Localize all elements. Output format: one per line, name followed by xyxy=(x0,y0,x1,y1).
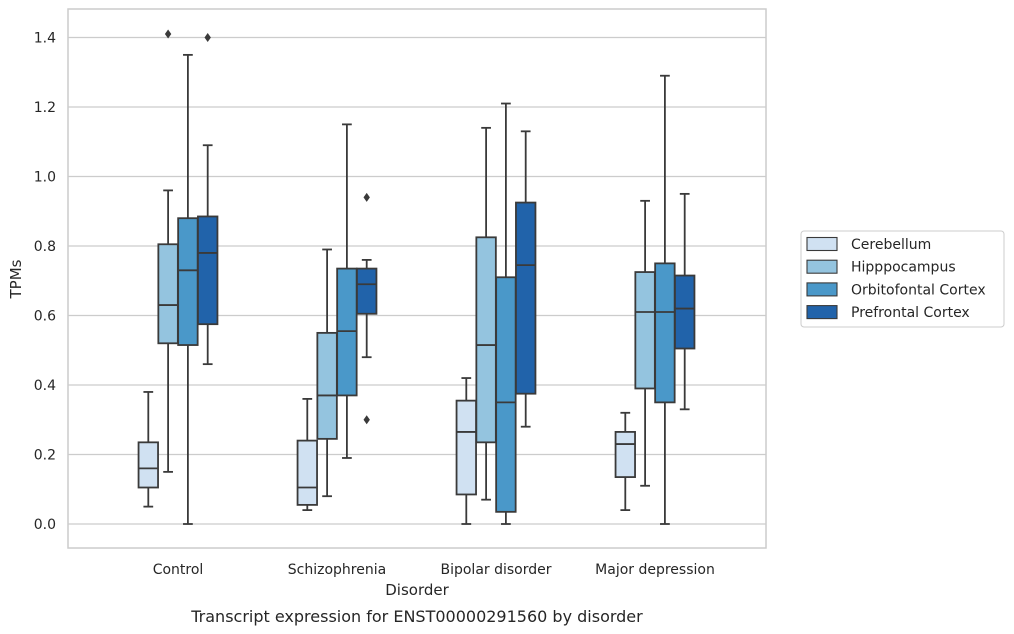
legend-label: Hipppocampus xyxy=(851,260,956,276)
box xyxy=(614,431,636,478)
box xyxy=(316,331,338,440)
outlier-point xyxy=(164,29,172,39)
box-0-0 xyxy=(137,391,159,508)
box xyxy=(137,441,159,489)
legend-label: Orbitofontal Cortex xyxy=(851,282,986,298)
boxes-layer xyxy=(137,29,696,525)
x-tick-labels: Control Schizophrenia Bipolar disorder Majo… xyxy=(153,562,715,578)
legend-swatch xyxy=(806,259,838,274)
box-0-3 xyxy=(197,33,219,366)
box-1-2 xyxy=(336,123,358,459)
y-tick-label: 0.8 xyxy=(34,239,56,255)
y-tick-label: 0.2 xyxy=(34,448,56,464)
box-3-1 xyxy=(634,199,656,487)
legend-frame xyxy=(800,230,1005,328)
y-tick-labels: 0.0 0.2 0.4 0.6 0.8 1.0 1.2 1.4 xyxy=(34,31,56,534)
x-tick-label: Bipolar disorder xyxy=(440,562,551,578)
y-tick-label: 0.0 xyxy=(34,517,56,533)
legend-label: Cerebellum xyxy=(851,237,931,253)
box-2-3 xyxy=(515,130,537,428)
legend-items: Cerebellum Hipppocampus Orbitofontal Corte… xyxy=(806,236,986,321)
box xyxy=(654,262,676,404)
box-2-0 xyxy=(455,377,477,525)
box-3-0 xyxy=(614,411,636,512)
outlier-point xyxy=(363,192,370,202)
y-tick-label: 1.0 xyxy=(34,170,56,186)
x-tick-label: Major depression xyxy=(595,562,715,578)
legend-swatch xyxy=(806,236,838,252)
legend-swatch xyxy=(806,282,838,297)
chart-caption: Transcript expression for ENST0000029156… xyxy=(190,607,643,626)
box xyxy=(455,399,477,496)
y-axis-label: TPMs xyxy=(7,259,25,299)
plot-frame xyxy=(67,8,767,549)
box-2-2 xyxy=(495,102,517,525)
y-tick-label: 1.2 xyxy=(34,100,56,116)
box-3-3 xyxy=(674,192,696,411)
box-3-2 xyxy=(654,74,676,525)
box-2-1 xyxy=(475,126,497,501)
box xyxy=(515,201,537,395)
y-tick-label: 0.6 xyxy=(34,309,56,325)
legend-swatch xyxy=(806,305,838,320)
box xyxy=(356,267,378,315)
legend-label: Prefrontal Cortex xyxy=(851,305,970,321)
y-tick-label: 0.4 xyxy=(34,378,56,394)
box-0-2 xyxy=(177,53,199,525)
box-1-3 xyxy=(356,192,378,425)
box-1-0 xyxy=(296,397,318,512)
box xyxy=(674,274,696,350)
x-axis-label: Disorder xyxy=(385,581,449,599)
legend: Cerebellum Hipppocampus Orbitofontal Corte… xyxy=(800,230,1005,328)
box xyxy=(634,271,656,390)
outlier-point xyxy=(204,33,211,42)
box xyxy=(475,236,497,444)
box xyxy=(296,439,318,506)
box-1-1 xyxy=(316,248,338,498)
box xyxy=(197,215,219,326)
x-tick-label: Schizophrenia xyxy=(288,562,386,578)
x-tick-label: Control xyxy=(153,562,204,578)
box xyxy=(157,243,179,345)
box xyxy=(177,217,199,346)
box xyxy=(495,276,517,513)
y-tick-label: 1.4 xyxy=(34,31,56,47)
box-0-1 xyxy=(157,29,179,473)
outlier-point xyxy=(363,415,370,425)
